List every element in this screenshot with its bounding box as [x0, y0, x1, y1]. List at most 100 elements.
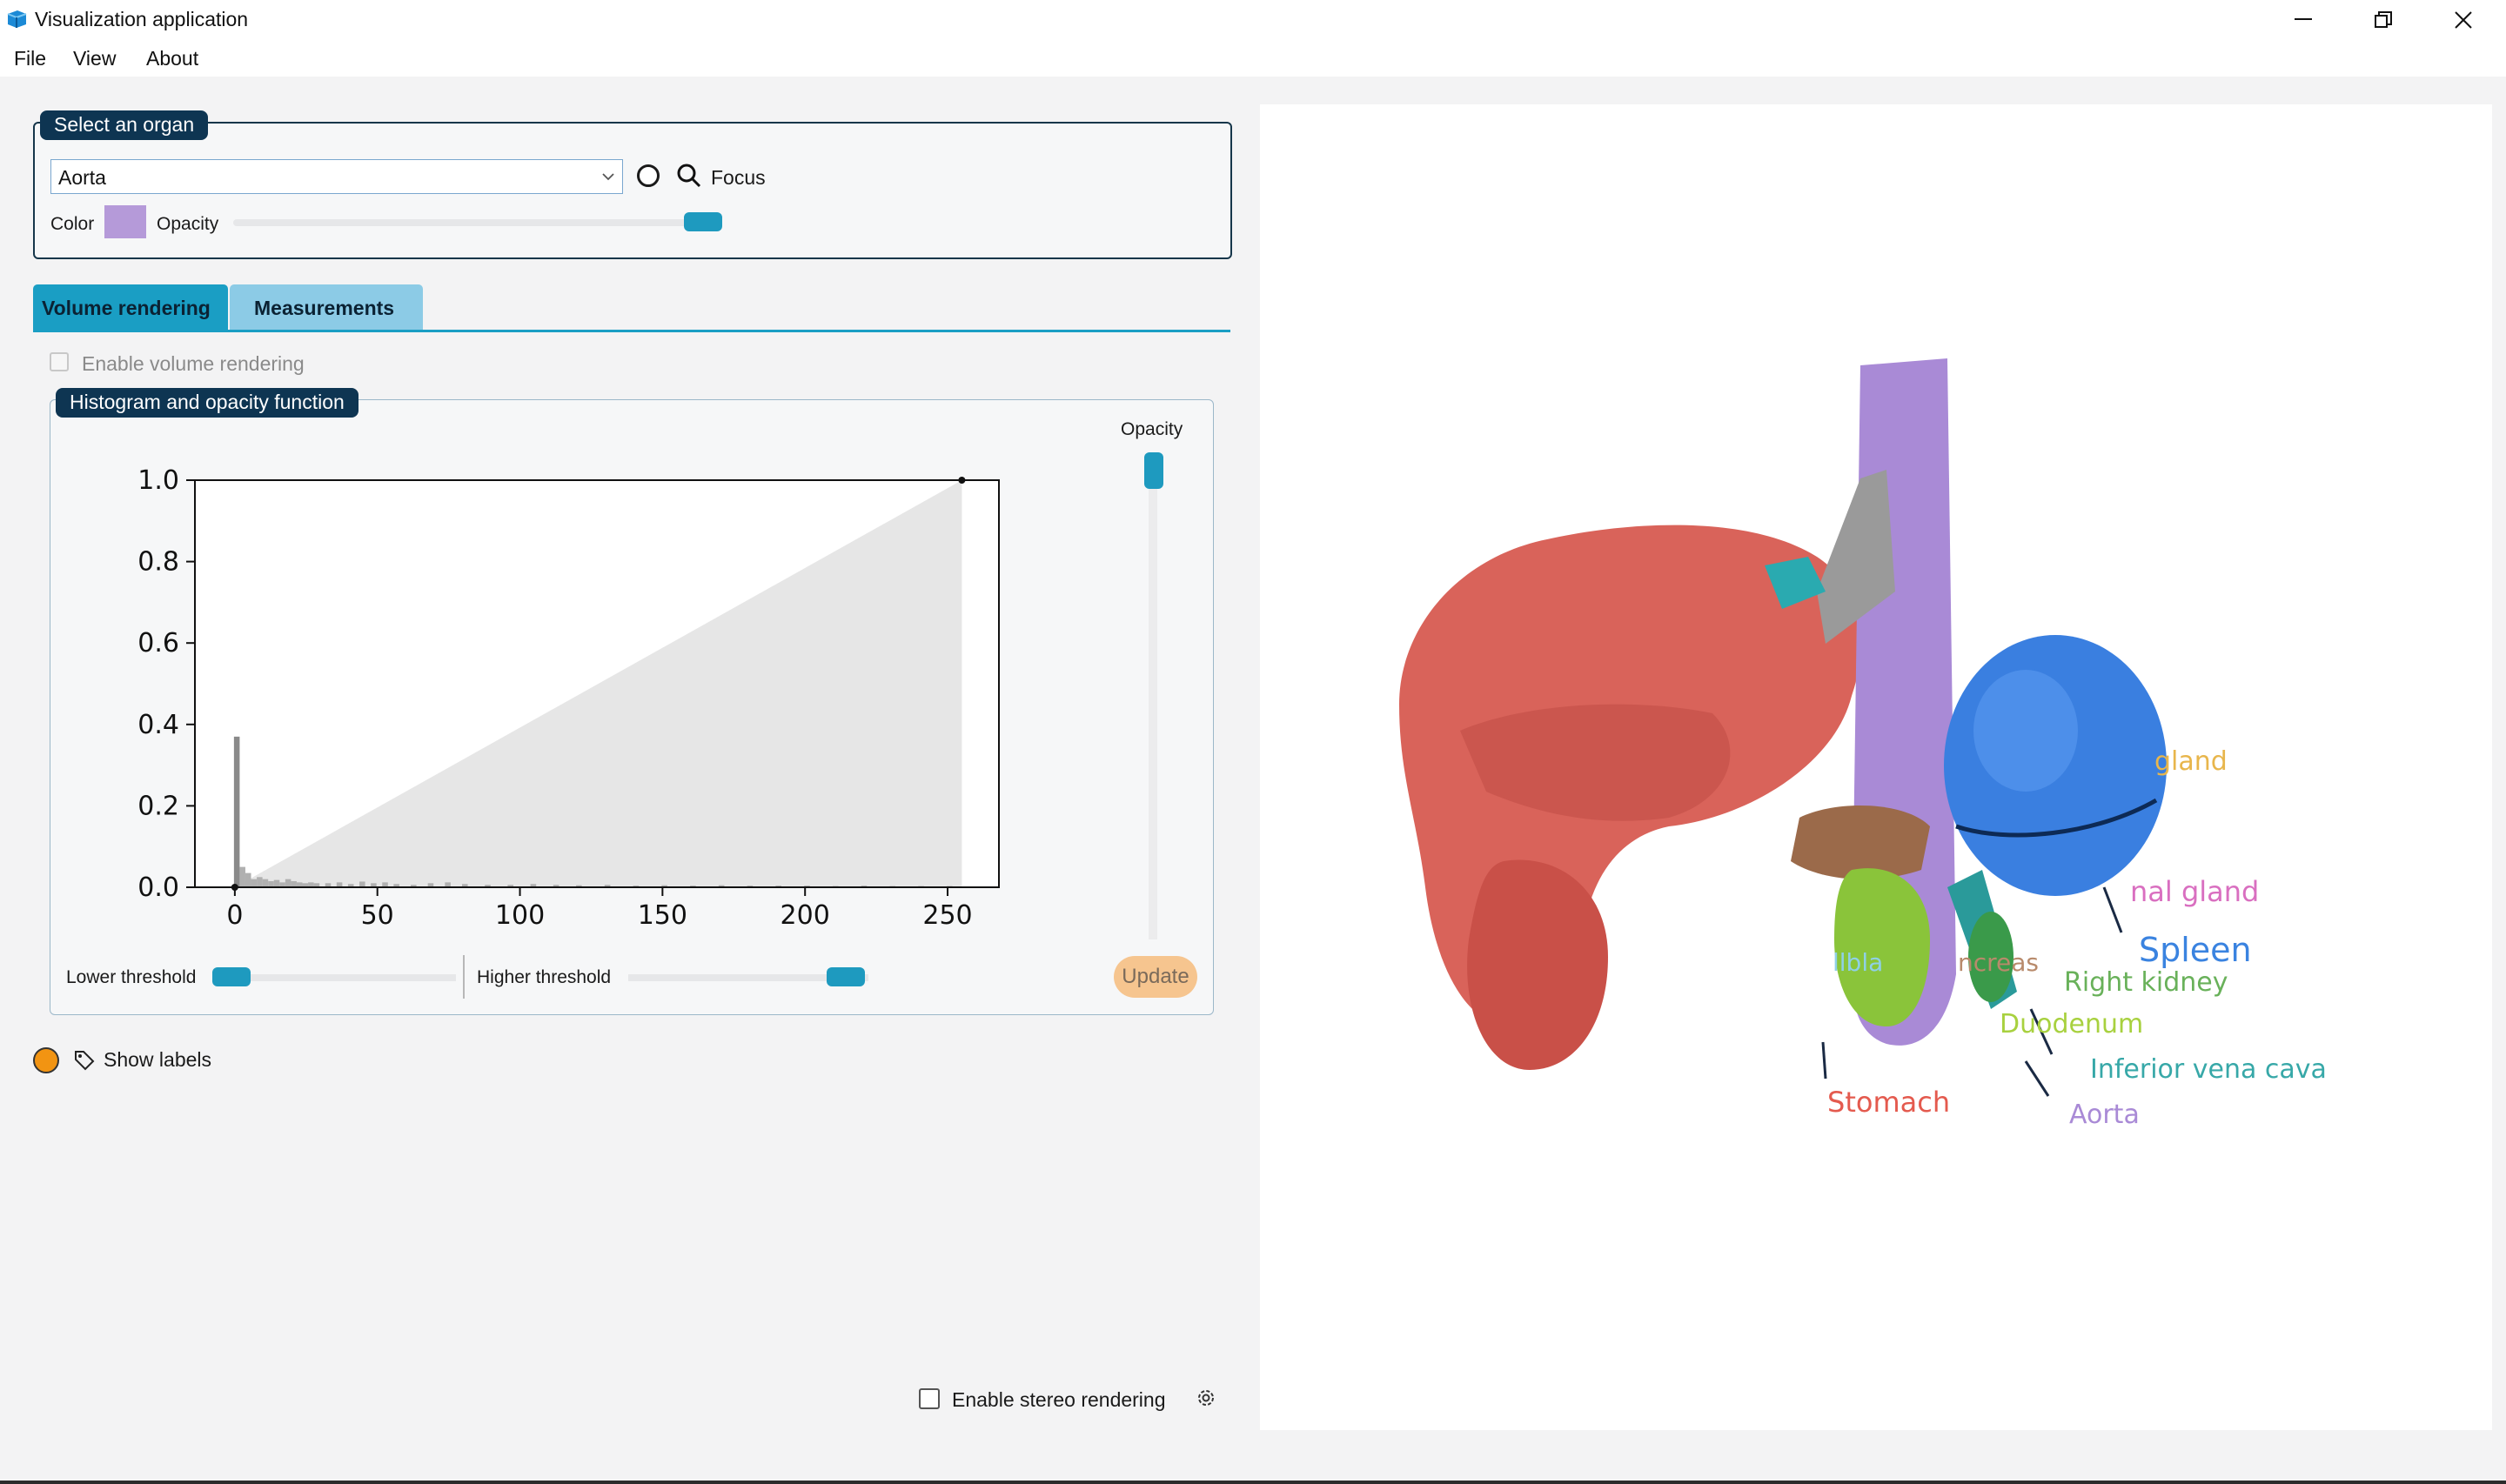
- organ-opacity-slider-handle[interactable]: [684, 212, 722, 231]
- organ-label: Aorta: [2069, 1100, 2140, 1130]
- global-opacity-slider[interactable]: [1149, 452, 1157, 939]
- histogram-bar: [553, 885, 559, 887]
- threshold-divider: [463, 955, 465, 999]
- higher-threshold-label: Higher threshold: [477, 967, 612, 987]
- ivc-leader-line: [2029, 1008, 2054, 1055]
- organ-group-title: Select an organ: [40, 110, 209, 140]
- spleen-stripe: [1955, 798, 2158, 838]
- histogram-bar: [325, 883, 332, 887]
- histogram-bar: [507, 885, 513, 887]
- y-tick-label: 0.8: [137, 547, 179, 578]
- aorta-leader-line: [2024, 1060, 2050, 1097]
- organ-label: Stomach: [1827, 1086, 1951, 1119]
- histogram-bar: [291, 880, 297, 887]
- update-button[interactable]: Update: [1114, 956, 1197, 998]
- organ-label: nal gland: [2130, 875, 2260, 908]
- enable-volume-rendering-checkbox[interactable]: [50, 352, 69, 371]
- stomach-mesh: [1467, 859, 1608, 1070]
- histogram-bar: [233, 736, 240, 887]
- chevron-down-icon: [602, 173, 614, 181]
- organ-opacity-slider[interactable]: [233, 219, 720, 226]
- lower-threshold-label: Lower threshold: [66, 967, 197, 987]
- histogram-bar: [336, 882, 343, 887]
- histogram-bar: [251, 879, 258, 887]
- higher-threshold-slider[interactable]: [628, 974, 868, 981]
- histogram-bar: [268, 880, 274, 887]
- histogram-bar: [427, 883, 434, 887]
- tab-measurements-label: Measurements: [254, 297, 395, 319]
- enable-stereo-label: Enable stereo rendering: [952, 1388, 1166, 1411]
- organ-dropdown[interactable]: Aorta: [50, 159, 623, 194]
- tab-underline: [33, 330, 1230, 332]
- menu-view[interactable]: View: [73, 47, 117, 70]
- x-tick-label: 250: [922, 900, 972, 931]
- window-title: Visualization application: [35, 8, 249, 30]
- esophagus-mesh: [1817, 470, 1895, 644]
- y-tick-label: 0.6: [137, 628, 179, 658]
- y-tick-label: 0.4: [137, 710, 179, 740]
- histogram-bar: [296, 882, 303, 887]
- enable-volume-rendering-label: Enable volume rendering: [82, 352, 305, 375]
- plot-frame: [194, 479, 1000, 888]
- right-kidney-mesh: [1968, 912, 2014, 1002]
- show-labels-label: Show labels: [104, 1048, 212, 1071]
- x-tick-label: 0: [226, 900, 243, 931]
- bottom-border: [0, 1481, 2506, 1484]
- duodenum-mesh: [1834, 868, 1930, 1026]
- histogram-group-title: Histogram and opacity function: [56, 388, 358, 418]
- histogram-bar: [257, 877, 263, 887]
- histogram-bar: [279, 882, 285, 887]
- histogram-bar: [411, 885, 417, 887]
- gear-icon[interactable]: [1194, 1386, 1218, 1410]
- opacity-slider-label: Opacity: [1121, 419, 1183, 439]
- focus-radio[interactable]: [637, 164, 660, 187]
- restore-icon: [2375, 11, 2392, 28]
- histogram-bar: [239, 866, 245, 887]
- y-tick-label: 0.2: [137, 791, 179, 821]
- app-icon: [7, 10, 27, 28]
- minimize-icon: [2295, 18, 2312, 20]
- y-tick-label: 1.0: [137, 465, 179, 496]
- menu-about[interactable]: About: [146, 47, 199, 70]
- lower-threshold-slider-handle[interactable]: [212, 967, 251, 986]
- organ-dropdown-value: Aorta: [58, 166, 106, 189]
- pancreas-mesh: [1791, 806, 1930, 879]
- menu-file[interactable]: File: [14, 47, 47, 70]
- global-opacity-slider-handle[interactable]: [1144, 452, 1163, 489]
- adrenal-mesh: [1765, 557, 1826, 609]
- organ-label: gland: [2154, 746, 2228, 777]
- tab-volume-rendering[interactable]: Volume rendering: [33, 284, 228, 331]
- show-labels-toggle[interactable]: [33, 1047, 59, 1073]
- focus-label: Focus: [711, 166, 766, 189]
- x-tick-label: 150: [638, 900, 687, 931]
- histogram-bar: [661, 885, 667, 887]
- spleen-highlight: [1973, 670, 2078, 792]
- histogram-bar: [262, 879, 269, 887]
- stomach-leader-line: [1821, 1041, 1827, 1080]
- close-button[interactable]: [2422, 0, 2503, 38]
- tab-measurements[interactable]: Measurements: [230, 284, 423, 331]
- histogram-bar: [308, 882, 314, 887]
- histogram-bar: [576, 885, 582, 887]
- 3d-viewport[interactable]: gland nal gland Spleen llbla ncreas Right kid…: [1260, 104, 2492, 1430]
- minimize-button[interactable]: [2262, 0, 2342, 38]
- histogram-bar: [313, 883, 320, 887]
- spleen-leader-line: [2102, 886, 2123, 933]
- histogram-bar: [302, 883, 309, 887]
- opacity-label: Opacity: [157, 214, 219, 234]
- histogram-bar: [359, 881, 365, 887]
- histogram-bar: [718, 885, 725, 887]
- y-tick-label: 0.0: [137, 872, 179, 903]
- histogram-bar: [347, 884, 354, 887]
- organ-color-swatch[interactable]: [104, 205, 146, 238]
- restore-button[interactable]: [2342, 0, 2422, 38]
- search-icon: [677, 164, 701, 188]
- histogram-bar: [393, 884, 399, 887]
- lower-threshold-slider[interactable]: [212, 974, 456, 981]
- enable-stereo-checkbox[interactable]: [919, 1388, 940, 1409]
- histogram-bar: [245, 872, 251, 887]
- tag-icon: [75, 1051, 95, 1071]
- histogram-chart: 0 50 100 150 200 250 0.0 0.2 0.4 0.6 0.8 1.0: [137, 465, 1000, 931]
- higher-threshold-slider-handle[interactable]: [827, 967, 865, 986]
- histogram-bar: [530, 884, 537, 887]
